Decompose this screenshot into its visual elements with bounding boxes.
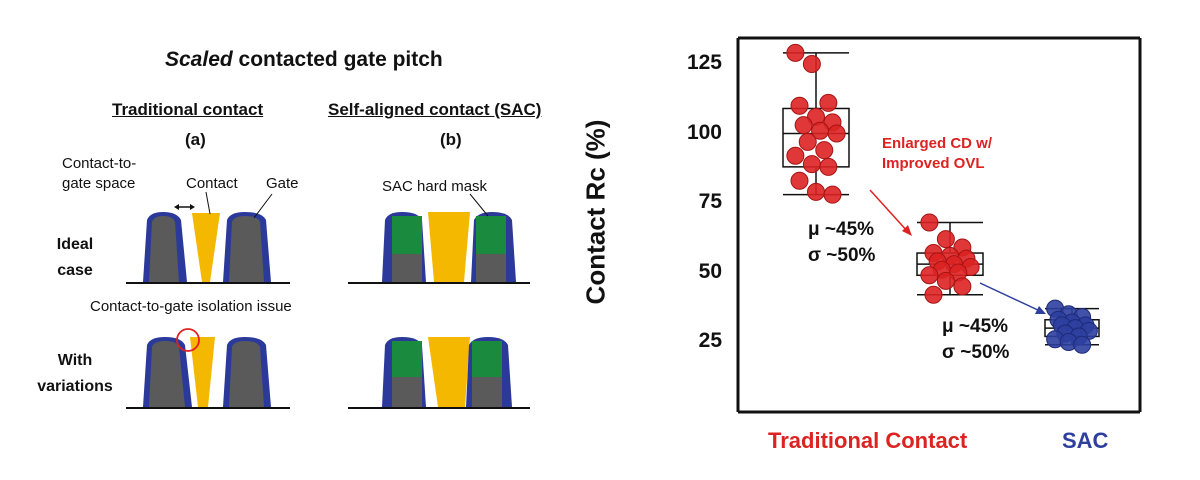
contact-a-ideal — [192, 213, 220, 282]
data-point — [936, 230, 955, 249]
gate-b-var-left — [382, 337, 426, 407]
gate-a-ideal-right — [223, 212, 271, 282]
data-point — [798, 132, 817, 151]
data-point — [807, 182, 825, 201]
data-point — [790, 171, 809, 190]
data-point — [794, 116, 813, 135]
label-isolation: Contact-to-gate isolation issue — [90, 298, 292, 315]
data-point — [802, 155, 821, 174]
y-tick-label: 50 — [698, 259, 722, 283]
contact-a-var — [190, 337, 215, 407]
issue-circle — [176, 328, 200, 352]
data-point — [823, 185, 842, 204]
gate-a-var-right — [223, 337, 271, 407]
data-point — [924, 285, 943, 304]
panel-title: Scaled contacted gate pitch — [165, 48, 443, 71]
data-point — [920, 213, 939, 232]
data-point — [819, 157, 838, 176]
contact-b-ideal — [428, 212, 470, 282]
annotation: Enlarged CD w/Improved OVL — [882, 135, 993, 172]
col-b-sub: (b) — [440, 130, 462, 149]
data-point — [953, 277, 972, 296]
col-b-heading: Self-aligned contact (SAC) — [328, 100, 542, 119]
y-tick-label: 25 — [698, 329, 722, 352]
y-axis-title: Contact Rc (%) — [580, 119, 611, 305]
data-point — [802, 55, 821, 73]
row-ideal-label: Ideal case — [56, 236, 94, 279]
label-sac-mask: SAC hard mask — [382, 178, 488, 195]
x-category-traditional: Traditional Contact — [768, 428, 968, 453]
data-point — [819, 93, 838, 112]
stats-2: μ ~45% σ ~50% — [942, 316, 1010, 363]
trend-arrow-1 — [869, 189, 912, 236]
contact-b-var — [428, 337, 470, 407]
data-point — [790, 96, 809, 115]
stats-1: μ ~45% σ ~50% — [808, 219, 876, 266]
data-point — [936, 271, 955, 290]
col-a-heading: Traditional contact — [112, 100, 264, 119]
boxplot-chart — [736, 36, 1142, 414]
label-space-1: Contact-to- — [62, 155, 137, 172]
trend-arrow-2 — [979, 282, 1046, 314]
gate-b-ideal-right — [471, 212, 516, 282]
data-point — [920, 266, 939, 285]
label-contact: Contact — [186, 175, 238, 192]
data-point — [786, 146, 805, 165]
label-gate: Gate — [266, 175, 299, 192]
leader-gate — [253, 193, 273, 219]
y-tick-label: 125 — [686, 51, 722, 74]
x-category-sac: SAC — [1062, 428, 1109, 453]
leader-contact — [205, 191, 211, 215]
data-point — [786, 43, 805, 62]
data-point — [815, 141, 834, 160]
label-space-2: gate space — [62, 175, 136, 192]
gate-a-ideal-left — [143, 212, 187, 282]
data-point — [827, 124, 846, 143]
y-tick-label: 75 — [698, 190, 722, 213]
data-point — [1073, 335, 1092, 354]
gate-b-ideal-left — [382, 212, 426, 282]
gate-a-var-left — [143, 337, 192, 407]
col-a-sub: (a) — [185, 130, 206, 149]
row-variations-label: With variations — [37, 352, 113, 395]
leader-mask — [469, 193, 489, 217]
gate-b-var-right — [466, 337, 512, 407]
y-tick-label: 100 — [686, 120, 722, 144]
